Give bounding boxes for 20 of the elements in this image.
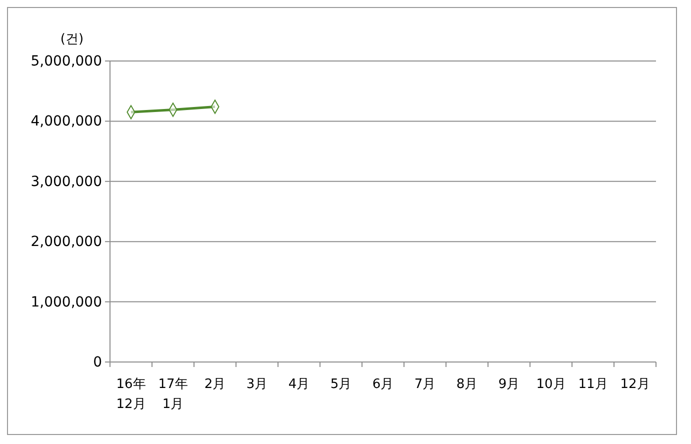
x-tick-label: 5月 [330,377,352,392]
y-tick-label: 2,000,000 [30,234,102,250]
x-tick-label: 4月 [288,377,310,392]
x-tick-label: 6月 [372,377,394,392]
x-tick-label: 16年 12月 [116,377,146,412]
x-tick-label: 11月 [578,377,608,392]
x-tick-label: 8月 [456,377,478,392]
y-tick-label: 0 [93,354,102,370]
x-tick-label: 3月 [246,377,268,392]
y-axis-title: (건) [60,32,84,47]
x-tick-label: 9月 [498,377,520,392]
x-tick-label: 12月 [620,377,650,392]
y-tick-label: 5,000,000 [30,53,102,70]
y-tick-label: 1,000,000 [30,294,102,310]
x-tick-label: 17年 1月 [158,377,188,412]
x-tick-label: 2月 [204,377,226,392]
y-tick-label: 4,000,000 [30,114,102,130]
x-tick-label: 10月 [536,377,566,392]
y-tick-label: 3,000,000 [30,174,102,190]
x-tick-label: 7月 [414,377,436,392]
